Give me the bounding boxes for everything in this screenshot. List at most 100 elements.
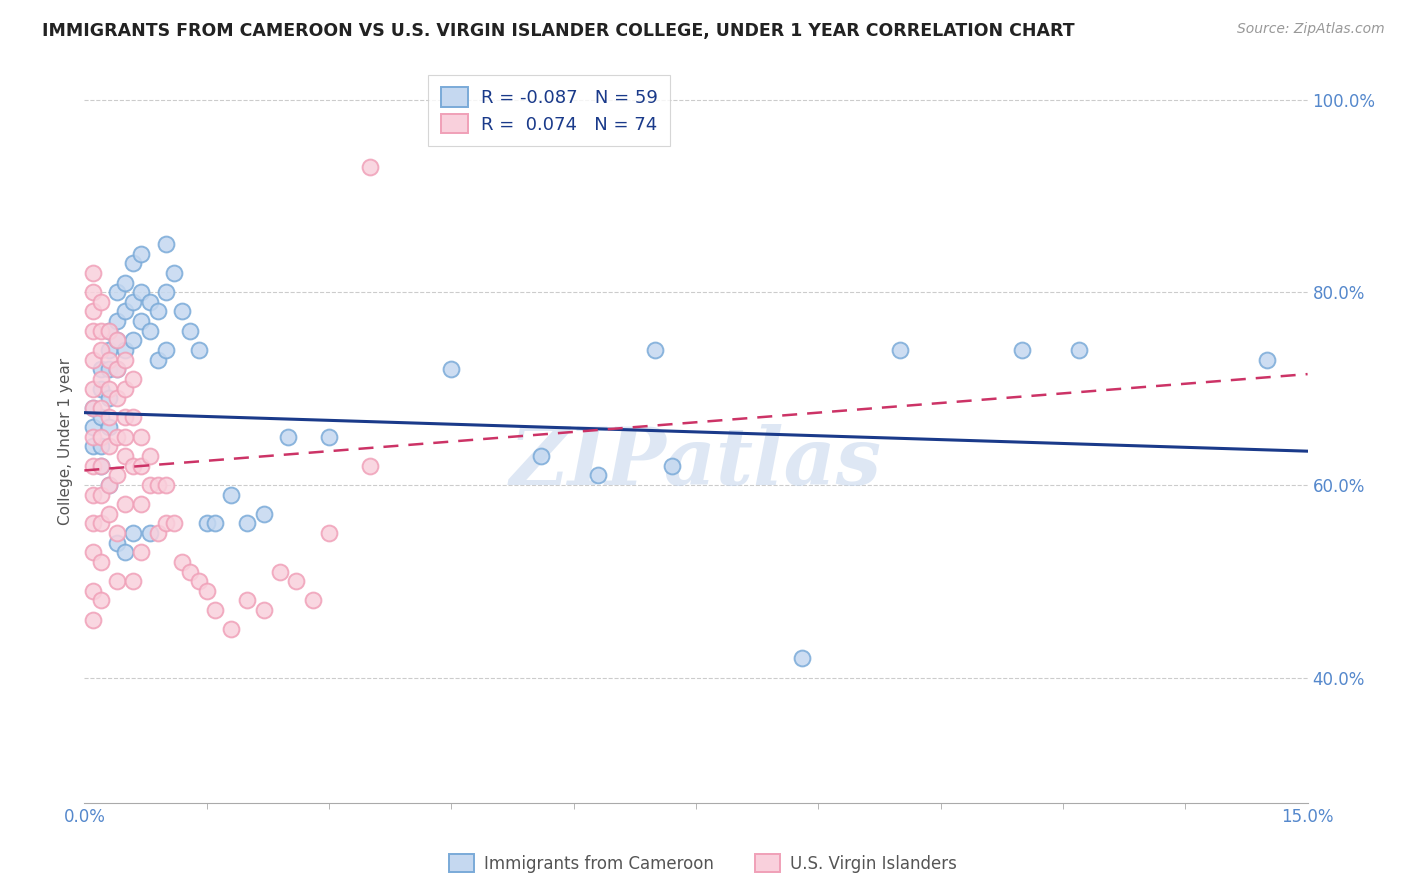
Point	[122, 458, 145, 473]
Point	[97, 410, 120, 425]
Point	[90, 401, 112, 415]
Point	[318, 526, 340, 541]
Point	[82, 420, 104, 434]
Point	[277, 430, 299, 444]
Point	[97, 478, 120, 492]
Point	[219, 487, 242, 501]
Point	[97, 324, 120, 338]
Point	[82, 487, 104, 501]
Point	[440, 362, 463, 376]
Point	[179, 324, 201, 338]
Point	[82, 285, 104, 300]
Point	[114, 449, 136, 463]
Point	[82, 382, 104, 396]
Point	[97, 478, 120, 492]
Point	[122, 410, 145, 425]
Point	[105, 334, 128, 348]
Point	[172, 304, 194, 318]
Point	[97, 391, 120, 405]
Point	[122, 574, 145, 589]
Text: ZIPatlas: ZIPatlas	[510, 425, 882, 502]
Point	[82, 516, 104, 531]
Point	[122, 256, 145, 270]
Point	[138, 478, 160, 492]
Point	[179, 565, 201, 579]
Point	[138, 526, 160, 541]
Point	[97, 352, 120, 367]
Point	[146, 352, 169, 367]
Point	[155, 478, 177, 492]
Point	[90, 362, 112, 376]
Point	[131, 246, 153, 260]
Point	[105, 362, 128, 376]
Point	[114, 304, 136, 318]
Point	[97, 507, 120, 521]
Point	[82, 430, 104, 444]
Point	[236, 593, 259, 607]
Point	[1069, 343, 1091, 357]
Point	[114, 410, 136, 425]
Point	[90, 324, 112, 338]
Point	[82, 545, 104, 559]
Point	[90, 516, 112, 531]
Point	[204, 603, 226, 617]
Point	[644, 343, 666, 357]
Point	[889, 343, 911, 357]
Legend: Immigrants from Cameroon, U.S. Virgin Islanders: Immigrants from Cameroon, U.S. Virgin Is…	[441, 847, 965, 880]
Point	[105, 526, 128, 541]
Point	[90, 343, 112, 357]
Point	[90, 410, 112, 425]
Point	[131, 430, 153, 444]
Point	[82, 458, 104, 473]
Point	[82, 401, 104, 415]
Point	[97, 362, 120, 376]
Point	[90, 294, 112, 309]
Point	[195, 583, 218, 598]
Point	[114, 545, 136, 559]
Point	[82, 439, 104, 453]
Point	[105, 468, 128, 483]
Point	[90, 430, 112, 444]
Point	[138, 449, 160, 463]
Point	[82, 352, 104, 367]
Point	[105, 362, 128, 376]
Point	[219, 623, 242, 637]
Point	[105, 334, 128, 348]
Point	[301, 593, 323, 607]
Point	[359, 458, 381, 473]
Point	[155, 285, 177, 300]
Point	[253, 603, 276, 617]
Point	[131, 545, 153, 559]
Point	[122, 372, 145, 386]
Point	[105, 314, 128, 328]
Point	[122, 526, 145, 541]
Point	[82, 304, 104, 318]
Point	[204, 516, 226, 531]
Point	[172, 555, 194, 569]
Point	[122, 334, 145, 348]
Point	[163, 516, 186, 531]
Point	[146, 526, 169, 541]
Point	[138, 294, 160, 309]
Point	[82, 401, 104, 415]
Legend: R = -0.087   N = 59, R =  0.074   N = 74: R = -0.087 N = 59, R = 0.074 N = 74	[429, 75, 671, 146]
Point	[97, 343, 120, 357]
Y-axis label: College, Under 1 year: College, Under 1 year	[58, 358, 73, 525]
Point	[146, 478, 169, 492]
Point	[131, 497, 153, 511]
Point	[359, 160, 381, 174]
Point	[82, 324, 104, 338]
Point	[131, 458, 153, 473]
Point	[90, 382, 112, 396]
Point	[114, 382, 136, 396]
Point	[114, 276, 136, 290]
Point	[187, 343, 209, 357]
Point	[155, 516, 177, 531]
Point	[318, 430, 340, 444]
Point	[90, 555, 112, 569]
Point	[90, 593, 112, 607]
Point	[114, 430, 136, 444]
Point	[1256, 352, 1278, 367]
Point	[82, 266, 104, 280]
Point	[131, 314, 153, 328]
